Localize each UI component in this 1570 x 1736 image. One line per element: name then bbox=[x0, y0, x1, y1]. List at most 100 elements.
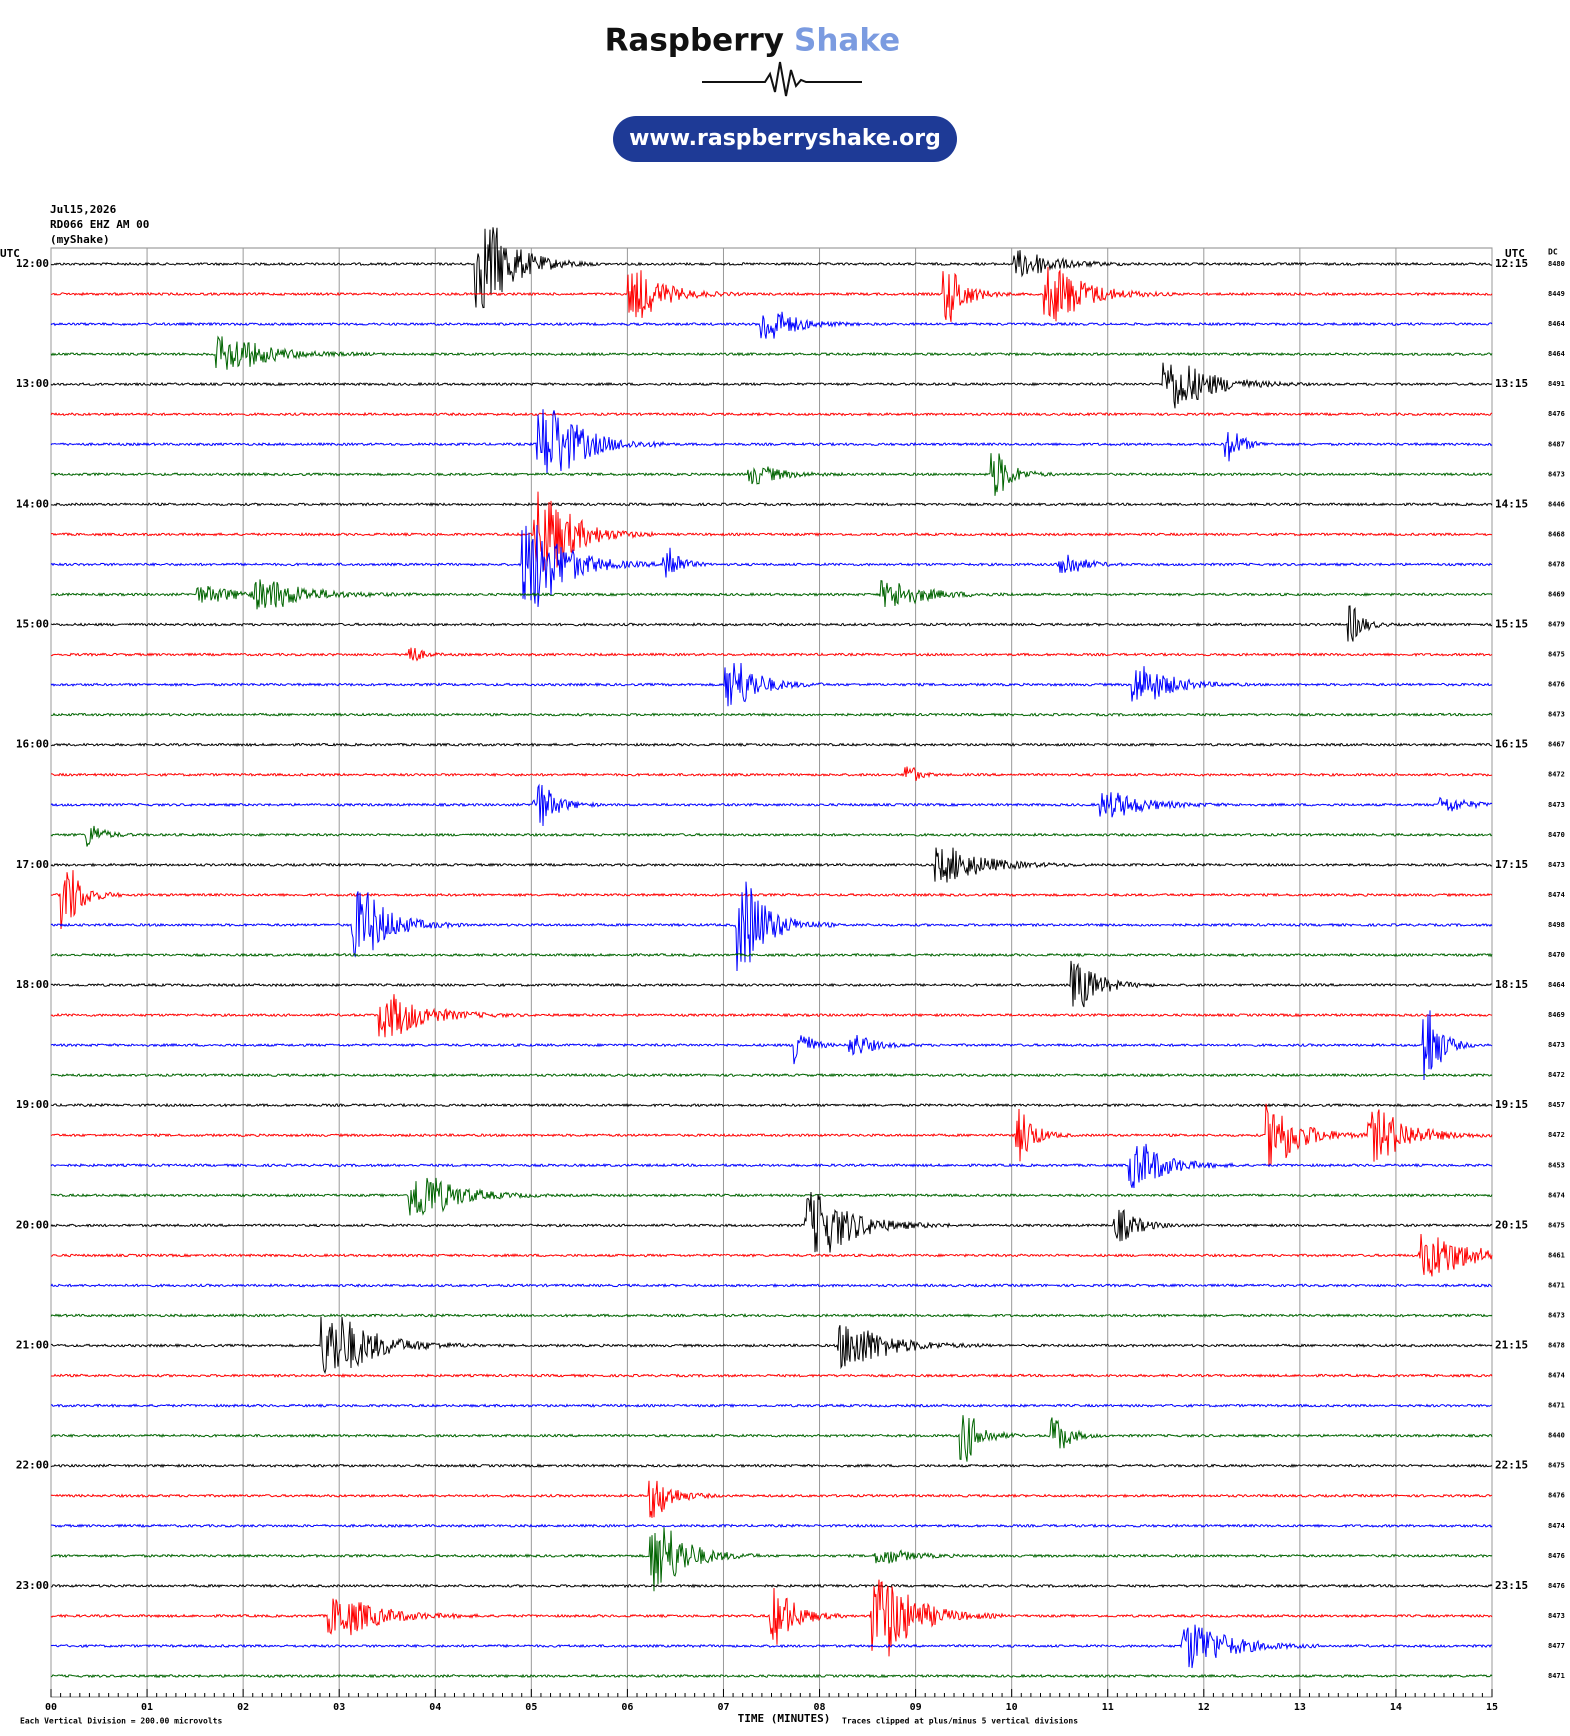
url-pill[interactable] bbox=[613, 116, 957, 162]
brand-accent: Shake bbox=[794, 23, 900, 59]
left-time: 20:00 bbox=[16, 1218, 49, 1231]
x-tick-label: 01 bbox=[141, 1702, 153, 1713]
dc-value: 8473 bbox=[1548, 1311, 1565, 1319]
dc-value: 8479 bbox=[1548, 621, 1565, 629]
dc-value: 8476 bbox=[1548, 1552, 1565, 1560]
trace bbox=[50, 960, 1493, 1008]
station: RD066 EHZ AM 00 bbox=[50, 218, 149, 231]
trace bbox=[50, 1103, 1493, 1167]
dc-value: 8472 bbox=[1548, 1131, 1565, 1139]
dc-value: 8474 bbox=[1548, 891, 1565, 899]
dc-value: 8473 bbox=[1548, 1612, 1565, 1620]
right-time: 18:15 bbox=[1495, 978, 1528, 991]
trace bbox=[50, 712, 1493, 718]
dc-value: 8446 bbox=[1548, 500, 1565, 508]
dc-value: 8468 bbox=[1548, 530, 1565, 538]
trace bbox=[50, 1177, 1493, 1216]
dc-value: 8478 bbox=[1548, 560, 1565, 568]
dc-value: 8476 bbox=[1548, 681, 1565, 689]
dc-value: 8473 bbox=[1548, 861, 1565, 869]
dc-value: 8473 bbox=[1548, 470, 1565, 478]
dc-value: 8474 bbox=[1548, 1372, 1565, 1380]
left-time: 15:00 bbox=[16, 618, 49, 631]
right-time: 23:15 bbox=[1495, 1579, 1528, 1592]
trace bbox=[50, 266, 1493, 322]
trace bbox=[50, 579, 1493, 610]
clip-note: Traces clipped at plus/minus 5 vertical … bbox=[842, 1716, 1078, 1726]
right-time: 19:15 bbox=[1495, 1098, 1528, 1111]
x-tick-label: 11 bbox=[1102, 1702, 1114, 1713]
dc-value: 8469 bbox=[1548, 1011, 1565, 1019]
url-button[interactable]: www.raspberryshake.org bbox=[613, 116, 957, 162]
trace bbox=[50, 1415, 1493, 1462]
left-time: 17:00 bbox=[16, 858, 49, 871]
x-tick-label: 09 bbox=[910, 1702, 922, 1713]
traces bbox=[50, 227, 1493, 1679]
trace bbox=[50, 847, 1493, 883]
dc-value: 8475 bbox=[1548, 651, 1565, 659]
dc-value: 8470 bbox=[1548, 951, 1565, 959]
dc-value: 8449 bbox=[1548, 290, 1565, 298]
left-time: 23:00 bbox=[16, 1579, 49, 1592]
right-time: 16:15 bbox=[1495, 738, 1528, 751]
dc-value: 8470 bbox=[1548, 831, 1565, 839]
trace bbox=[50, 1313, 1493, 1318]
dc-value: 8476 bbox=[1548, 1582, 1565, 1590]
right-time: 14:15 bbox=[1495, 497, 1528, 510]
right-time: 12:15 bbox=[1495, 257, 1528, 270]
right-time: 21:15 bbox=[1495, 1339, 1528, 1352]
plot-frame bbox=[50, 247, 1493, 1698]
dc-value: 8473 bbox=[1548, 1041, 1565, 1049]
right-axis-label: UTC bbox=[1505, 247, 1525, 260]
left-time: 12:00 bbox=[16, 257, 49, 270]
dc-value: 8440 bbox=[1548, 1432, 1565, 1440]
trace bbox=[50, 1072, 1493, 1078]
dc-value: 8461 bbox=[1548, 1251, 1565, 1259]
right-time: 20:15 bbox=[1495, 1218, 1528, 1231]
dc-value: 8475 bbox=[1548, 1221, 1565, 1229]
trace bbox=[50, 881, 1493, 972]
trace bbox=[50, 411, 1493, 417]
x-tick-label: 03 bbox=[333, 1702, 345, 1713]
dc-value: 8473 bbox=[1548, 801, 1565, 809]
left-time: 14:00 bbox=[16, 497, 49, 510]
trace bbox=[50, 227, 1493, 309]
url[interactable]: www.raspberryshake.org bbox=[629, 126, 941, 151]
scale-note: Each Vertical Division = 200.00 microvol… bbox=[20, 1716, 222, 1726]
trace bbox=[50, 662, 1493, 707]
dc-value: 8487 bbox=[1548, 440, 1565, 448]
trace bbox=[50, 1579, 1493, 1657]
network: (myShake) bbox=[50, 233, 110, 246]
dc-value: 8471 bbox=[1548, 1402, 1565, 1410]
x-tick-label: 05 bbox=[525, 1702, 537, 1713]
dc-value: 8464 bbox=[1548, 981, 1565, 989]
trace bbox=[50, 1143, 1493, 1189]
trace bbox=[50, 409, 1493, 475]
trace bbox=[50, 335, 1493, 370]
right-time: 17:15 bbox=[1495, 858, 1528, 871]
dc-label: DC bbox=[1548, 248, 1558, 257]
left-axis-label: UTC bbox=[0, 247, 20, 260]
left-time: 13:00 bbox=[16, 377, 49, 390]
dc-value: 8453 bbox=[1548, 1161, 1565, 1169]
trace bbox=[50, 1527, 1493, 1592]
trace bbox=[50, 1624, 1493, 1669]
left-time: 16:00 bbox=[16, 738, 49, 751]
trace bbox=[50, 870, 1493, 930]
right-time: 13:15 bbox=[1495, 377, 1528, 390]
x-tick-label: 02 bbox=[237, 1702, 249, 1713]
x-tick-label: 04 bbox=[429, 1702, 441, 1713]
x-tick-label: 06 bbox=[621, 1702, 633, 1713]
trace bbox=[51, 501, 1493, 507]
dc-value: 8464 bbox=[1548, 350, 1565, 358]
trace bbox=[50, 1283, 1493, 1288]
trace bbox=[50, 1233, 1493, 1277]
trace bbox=[50, 453, 1493, 496]
trace bbox=[50, 952, 1493, 958]
dc-value: 8476 bbox=[1548, 410, 1565, 418]
trace bbox=[50, 524, 1493, 607]
trace bbox=[50, 362, 1493, 409]
x-axis-label: TIME (MINUTES) bbox=[738, 1712, 831, 1725]
x-tick-label: 07 bbox=[717, 1702, 729, 1713]
